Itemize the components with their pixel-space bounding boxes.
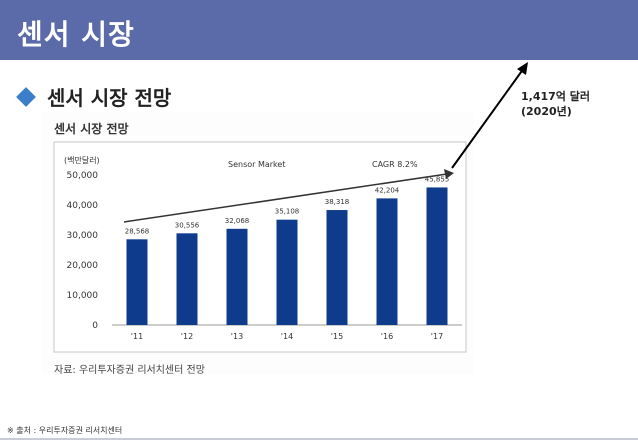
trend-arrow-line [123,173,448,223]
y-tick-label: 40,000 [67,201,99,211]
plot-frame [53,141,467,353]
section-heading: 센서 시장 전망 [47,86,172,110]
forecast-value: 1,417억 달러 [521,90,590,103]
bar-value-label: 32,068 [225,217,250,225]
figure-source: 자료: 우리투자증권 리서치센터 전망 [54,365,205,376]
footnote: ※ 출처 : 우리투자증권 리서치센터 [7,426,123,435]
bottom-divider [0,438,638,440]
forecast-year: (2020년) [521,105,572,118]
y-tick-label: 20,000 [67,261,99,271]
y-axis-label: (백만달러) [64,155,100,165]
header-bar: 센서 시장 [0,0,638,60]
bar-value-label: 45,855 [425,175,450,183]
bar [426,187,448,325]
page-title: 센서 시장 [17,18,135,51]
trend-arrow-head-icon [444,169,454,179]
chart-figure: 센서 시장 전망 (백만달러) 0 10,000 20,000 30,000 40,000… [42,112,474,376]
x-tick-label: '14 [281,332,293,341]
forecast-annotation: 1,417억 달러 (2020년) [521,89,590,119]
x-tick-label: '15 [331,332,343,341]
bar-value-label: 28,568 [125,227,150,235]
diamond-bullet-icon [16,86,36,107]
cagr-label: CAGR 8.2% [372,160,418,169]
y-tick-label: 30,000 [67,231,99,241]
arrow-head-icon [517,62,528,75]
series-label: Sensor Market [228,160,285,169]
bar-value-label: 35,108 [275,208,300,216]
bar [226,228,248,325]
x-tick-label: '12 [181,332,193,341]
y-tick-label: 50,000 [67,171,99,181]
figure-title: 센서 시장 전망 [54,122,129,136]
x-tick-label: '11 [131,332,143,341]
bar-value-label: 38,318 [325,198,350,206]
bar-value-label: 42,204 [375,186,400,194]
bar [276,219,298,325]
y-tick-label: 10,000 [67,291,99,301]
bar-chart: (백만달러) 0 10,000 20,000 30,000 40,000 50,000 28,… [53,141,467,353]
x-tick-label: '17 [431,332,443,341]
bar [176,233,198,325]
bar [376,198,398,325]
y-tick-label: 0 [92,321,98,331]
section-heading-row: 센서 시장 전망 [16,82,172,111]
x-tick-label: '16 [381,332,393,341]
bar [126,239,148,325]
bar-value-label: 30,556 [175,221,200,229]
bar [326,210,348,325]
x-tick-label: '13 [231,332,243,341]
